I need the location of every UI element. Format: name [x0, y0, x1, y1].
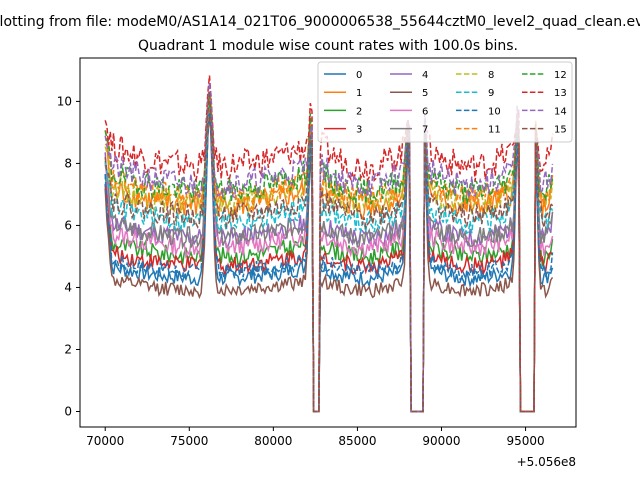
legend-label-0: 0 [356, 70, 362, 81]
legend-label-12: 12 [554, 70, 567, 81]
series-line-15 [104, 91, 554, 413]
plot-frame [79, 57, 577, 428]
legend-label-7: 7 [422, 125, 428, 136]
x-offset-label: +5.056e8 [517, 455, 576, 469]
x-tick-label: 70000 [86, 434, 124, 448]
x-tick-label: 90000 [422, 434, 460, 448]
legend-label-3: 3 [356, 125, 362, 136]
legend-label-13: 13 [554, 88, 567, 99]
x-tick-label: 95000 [506, 434, 544, 448]
y-tick-label: 6 [64, 218, 72, 232]
y-tick-label: 4 [64, 280, 72, 294]
series-line-11 [104, 97, 554, 413]
y-tick-label: 0 [64, 404, 72, 418]
y-tick-label: 10 [57, 94, 72, 108]
series-line-9 [104, 99, 554, 413]
y-axis: 0 2 4 6 8 10 [57, 94, 80, 418]
legend-label-15: 15 [554, 125, 567, 136]
series-line-6 [104, 96, 554, 413]
series-line-3 [104, 111, 554, 413]
legend-label-11: 11 [488, 125, 501, 136]
legend-label-9: 9 [488, 88, 494, 99]
legend-label-10: 10 [488, 106, 501, 117]
x-tick-label: 75000 [170, 434, 208, 448]
chart-title: Quadrant 1 module wise count rates with … [138, 38, 518, 54]
series-line-5 [104, 102, 554, 413]
y-tick-label: 2 [64, 342, 72, 356]
legend-label-8: 8 [488, 70, 494, 81]
series-line-7 [104, 96, 554, 413]
x-tick-label: 80000 [254, 434, 292, 448]
y-tick-label: 8 [64, 156, 72, 170]
figure-suptitle: Plotting from file: modeM0/AS1A14_021T06… [0, 14, 640, 30]
series-line-2 [104, 107, 554, 413]
series-line-14 [104, 82, 554, 413]
series-line-8 [104, 93, 554, 413]
legend-label-2: 2 [356, 106, 362, 117]
series-line-10 [104, 108, 554, 413]
legend-label-6: 6 [422, 106, 428, 117]
x-axis: 70000 75000 80000 85000 90000 95000 [86, 427, 545, 448]
legend-label-14: 14 [554, 106, 567, 117]
legend-label-4: 4 [422, 70, 428, 81]
x-tick-label: 85000 [338, 434, 376, 448]
legend-label-1: 1 [356, 88, 362, 99]
legend-box [317, 61, 573, 143]
legend-label-5: 5 [422, 88, 428, 99]
series-lines [104, 75, 554, 413]
